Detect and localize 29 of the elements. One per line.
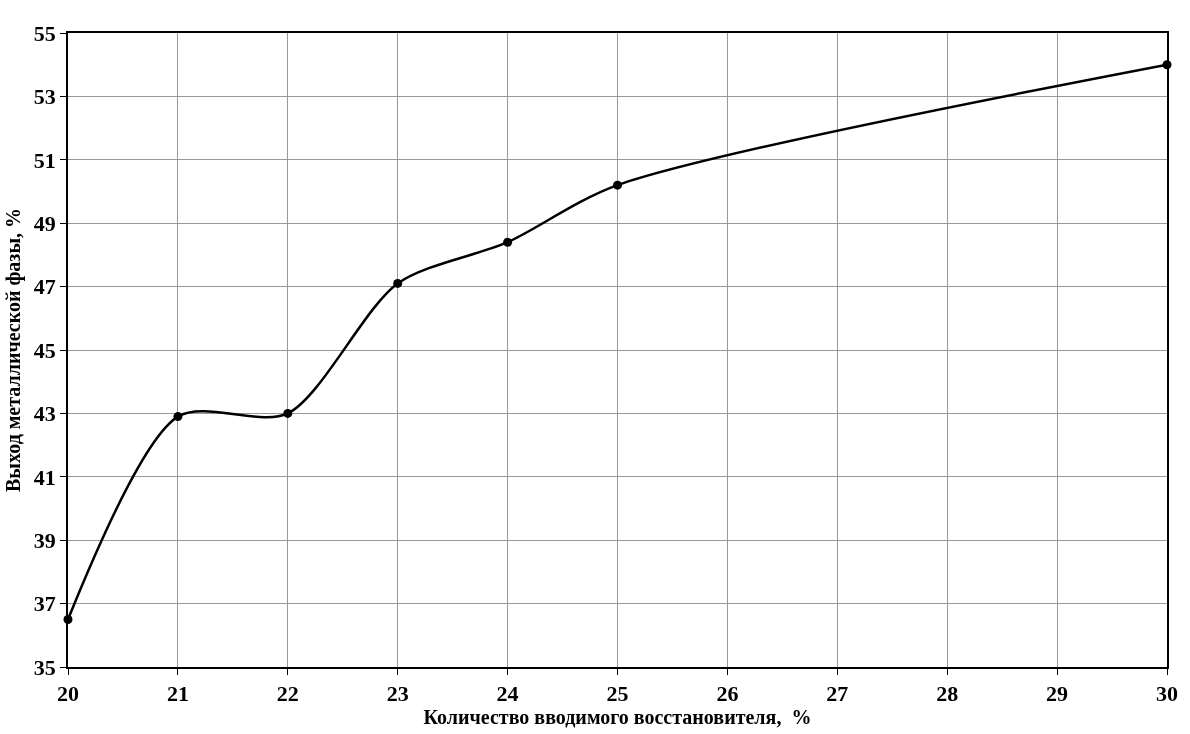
x-tick-label: 25 [606,681,629,707]
x-tick-label: 24 [496,681,519,707]
x-tick-label: 29 [1046,681,1069,707]
x-tick-label: 27 [826,681,849,707]
y-tick-label: 45 [33,337,56,363]
point [173,412,183,422]
point [503,237,513,247]
x-tick-label: 30 [1156,681,1178,707]
y-axis-title: Выход металлической фазы, % [1,208,25,492]
point [613,180,622,190]
x-tick-label: 22 [276,681,299,707]
y-tick-label: 51 [33,147,56,173]
y-tick-label: 35 [33,654,56,680]
x-tick-label: 23 [386,681,409,707]
x-tick-label: 21 [166,681,189,707]
x-axis-title: Количество вводимого восстановителя, % [423,706,812,729]
point [283,408,293,418]
x-tick-label: 28 [936,681,959,707]
y-tick-label: 55 [33,20,56,46]
y-tick-label: 41 [33,464,56,490]
x-tick-label: 20 [57,681,79,707]
y-tick-label: 53 [33,84,56,110]
y-tick-label: 47 [33,274,56,300]
y-tick-label: 39 [33,527,56,553]
y-tick-label: 43 [33,401,56,427]
y-tick-label: 49 [33,210,56,236]
point [393,278,403,288]
y-tick-label: 37 [33,591,56,617]
x-tick-label: 26 [716,681,739,707]
